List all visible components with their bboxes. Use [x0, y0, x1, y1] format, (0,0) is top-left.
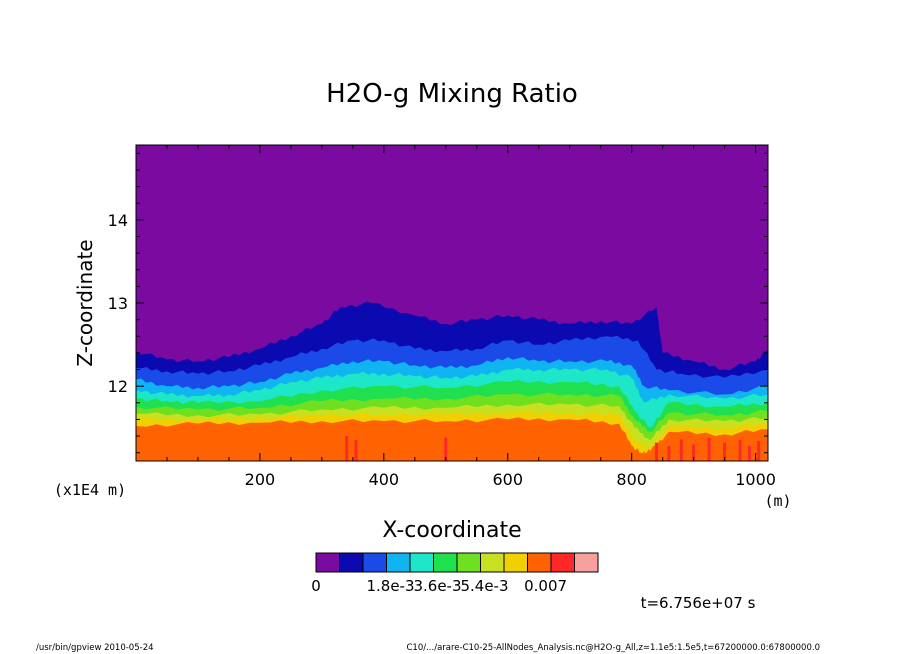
hot-spot: [345, 436, 349, 461]
colorbar-labels: 0 1.8e-33.6e-35.4e-3 0.007: [311, 577, 567, 595]
colorbar-swatch: [339, 552, 364, 573]
hot-spot: [655, 442, 658, 461]
footer-left: /usr/bin/gpview 2010-05-24: [36, 643, 154, 653]
colorbar-label: 0.007: [524, 577, 567, 595]
hot-spot: [667, 446, 671, 461]
hot-spot: [679, 439, 683, 461]
y-tick-label: 14: [108, 211, 128, 230]
x-axis: 200 400 600 800 1000: [166, 145, 776, 489]
contour-layers: [136, 145, 768, 461]
colorbar-swatch: [527, 552, 552, 573]
hot-spot: [757, 441, 761, 461]
hot-spot: [354, 440, 358, 461]
colorbar-swatch: [315, 552, 340, 573]
x-tick-label: 800: [616, 470, 647, 489]
y-axis-label: Z-coordinate: [73, 239, 97, 366]
footer-right: C10/.../arare-C10-25-AllNodes_Analysis.n…: [406, 643, 820, 653]
time-label: t=6.756e+07 s: [641, 594, 756, 612]
y-tick-label: 12: [108, 377, 128, 396]
colorbar-swatch: [409, 552, 434, 573]
chart-title: H2O-g Mixing Ratio: [326, 79, 578, 109]
colorbar-label: 1.8e-3: [366, 577, 414, 595]
y-axis: 12 13 14: [108, 152, 768, 454]
colorbar-swatch: [480, 552, 505, 573]
colorbar: [315, 552, 599, 573]
x-axis-label: X-coordinate: [382, 518, 521, 543]
x-tick-label: 400: [369, 470, 400, 489]
x-tick-label: 600: [492, 470, 523, 489]
hot-spot: [692, 444, 696, 461]
x-tick-label: 200: [245, 470, 276, 489]
y-tick-label: 13: [108, 294, 128, 313]
colorbar-label: 5.4e-3: [460, 577, 508, 595]
colorbar-swatch: [550, 552, 575, 573]
colorbar-swatch: [362, 552, 387, 573]
plot-area: 200 400 600 800 1000 12 13 14: [108, 144, 776, 489]
colorbar-swatch: [386, 552, 411, 573]
colorbar-swatch: [574, 552, 599, 573]
colorbar-swatch: [503, 552, 528, 573]
hot-spot: [738, 440, 742, 461]
hot-spot: [707, 437, 711, 461]
x-tick-label: 1000: [735, 470, 776, 489]
hot-spot: [444, 437, 448, 461]
colorbar-label: 3.6e-3: [413, 577, 461, 595]
colorbar-label: 0: [311, 577, 321, 595]
y-scale-note: (x1E4 m): [54, 481, 126, 499]
colorbar-swatch: [433, 552, 458, 573]
x-unit-label: (m): [764, 492, 791, 510]
hot-spot: [723, 442, 727, 461]
contour-band: [136, 417, 768, 461]
colorbar-swatch: [456, 552, 481, 573]
hot-spot: [747, 446, 751, 461]
